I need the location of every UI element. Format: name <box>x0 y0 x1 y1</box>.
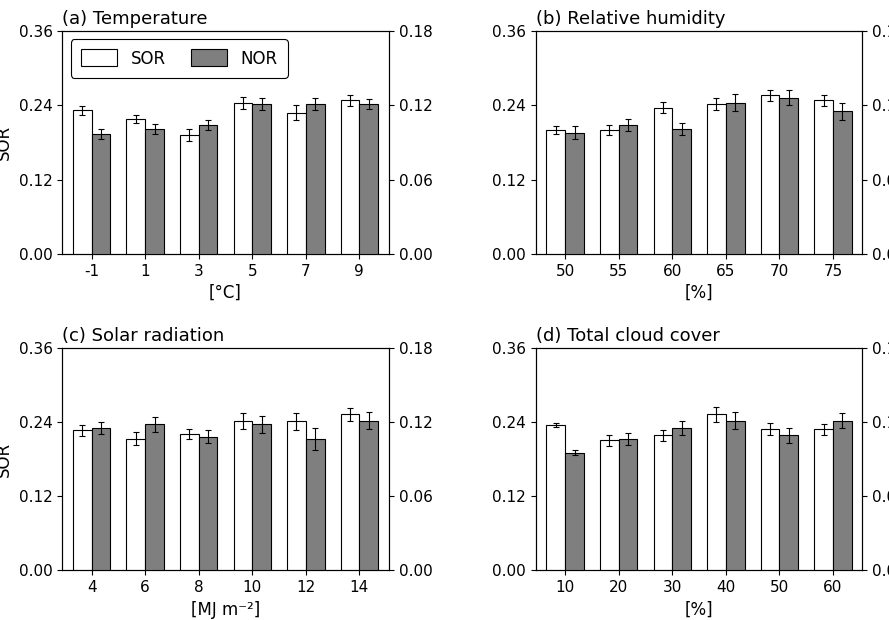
X-axis label: [MJ m⁻²]: [MJ m⁻²] <box>191 601 260 619</box>
Bar <box>814 100 833 254</box>
Bar <box>565 453 584 570</box>
X-axis label: [°C]: [°C] <box>209 284 242 302</box>
Bar <box>340 414 359 570</box>
Bar <box>833 420 852 570</box>
Bar <box>359 104 378 254</box>
Bar <box>672 129 691 254</box>
Bar <box>833 112 852 254</box>
Bar <box>145 424 164 570</box>
Bar <box>565 133 584 254</box>
Bar <box>287 421 306 570</box>
X-axis label: [%]: [%] <box>685 601 713 619</box>
Bar <box>780 435 798 570</box>
Bar <box>145 129 164 254</box>
Bar <box>287 113 306 254</box>
Bar <box>234 103 252 254</box>
Bar <box>725 103 745 254</box>
Bar <box>180 135 199 254</box>
Bar <box>653 435 672 570</box>
Bar <box>92 428 110 570</box>
Y-axis label: SOR: SOR <box>0 441 13 477</box>
Bar <box>547 130 565 254</box>
Bar <box>73 110 92 254</box>
Text: (d) Total cloud cover: (d) Total cloud cover <box>536 327 719 345</box>
Bar <box>180 433 199 570</box>
Bar <box>126 119 145 254</box>
Bar <box>547 425 565 570</box>
Bar <box>707 104 725 254</box>
Bar <box>619 125 637 254</box>
Bar <box>73 430 92 570</box>
Text: (b) Relative humidity: (b) Relative humidity <box>536 10 725 28</box>
Text: (c) Solar radiation: (c) Solar radiation <box>62 327 225 345</box>
Bar <box>761 429 780 570</box>
Bar <box>707 414 725 570</box>
Bar <box>600 130 619 254</box>
Bar <box>340 100 359 254</box>
Bar <box>252 424 271 570</box>
Bar <box>92 134 110 254</box>
Bar <box>359 420 378 570</box>
Bar <box>252 104 271 254</box>
Bar <box>672 428 691 570</box>
Legend: SOR, NOR: SOR, NOR <box>70 39 288 78</box>
Bar <box>306 439 324 570</box>
Bar <box>126 438 145 570</box>
Bar <box>780 98 798 254</box>
Bar <box>725 420 745 570</box>
Bar <box>199 125 218 254</box>
Y-axis label: SOR: SOR <box>0 125 13 160</box>
Bar <box>761 95 780 254</box>
Bar <box>600 440 619 570</box>
Bar <box>234 421 252 570</box>
Bar <box>199 436 218 570</box>
X-axis label: [%]: [%] <box>685 284 713 302</box>
Bar <box>306 104 324 254</box>
Bar <box>814 429 833 570</box>
Bar <box>653 108 672 254</box>
Text: (a) Temperature: (a) Temperature <box>62 10 208 28</box>
Bar <box>619 439 637 570</box>
